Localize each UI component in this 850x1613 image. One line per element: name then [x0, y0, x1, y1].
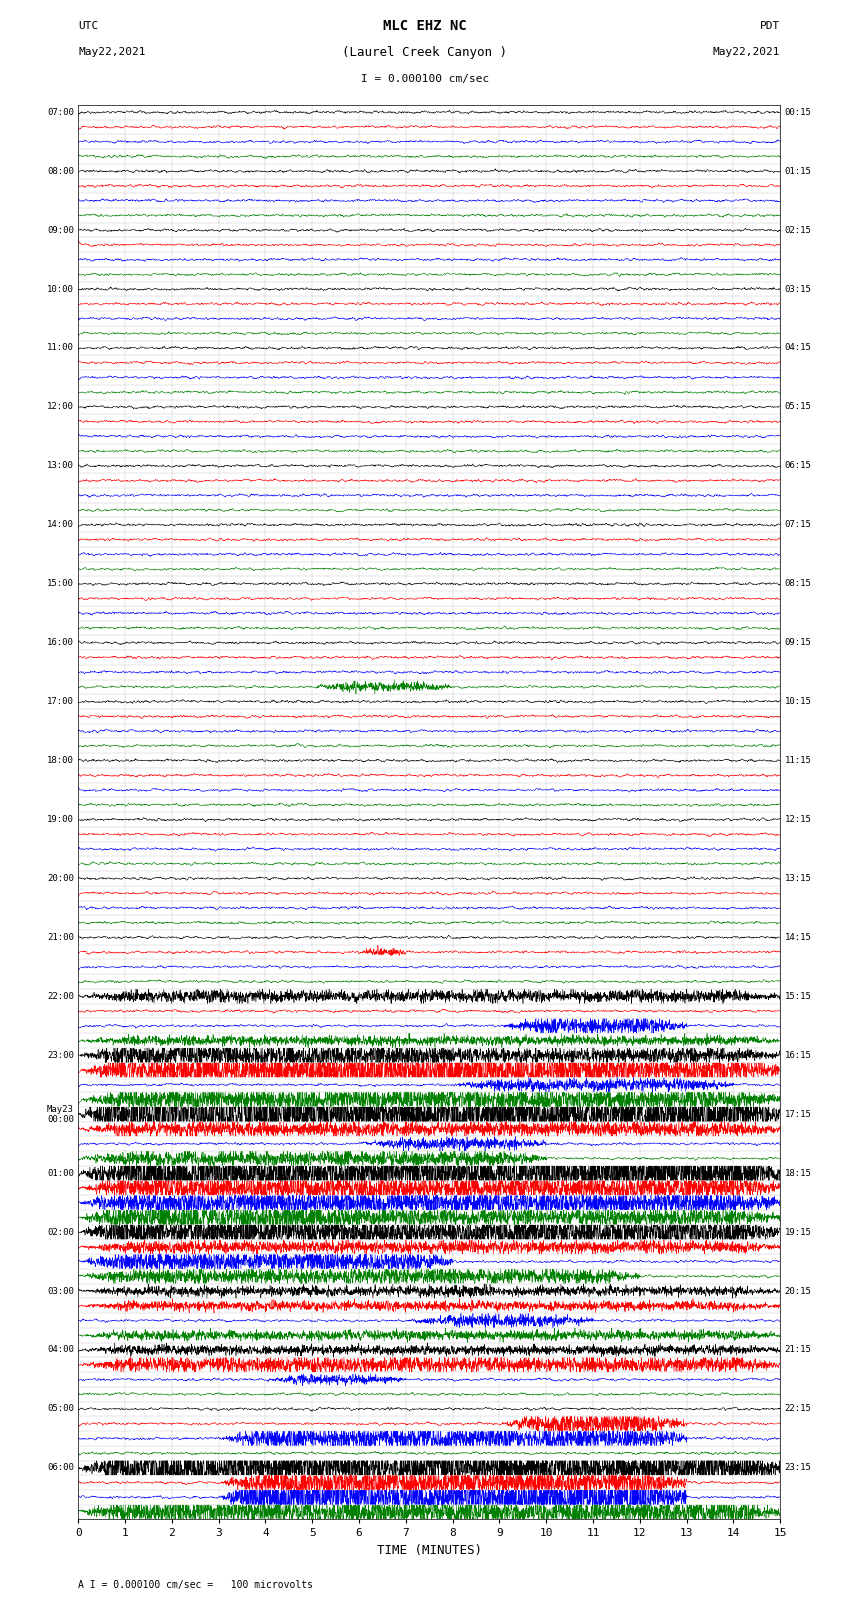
Text: I = 0.000100 cm/sec: I = 0.000100 cm/sec: [361, 74, 489, 84]
Text: 01:15: 01:15: [785, 166, 812, 176]
Text: 09:15: 09:15: [785, 639, 812, 647]
Text: 13:15: 13:15: [785, 874, 812, 882]
Text: 19:00: 19:00: [47, 815, 74, 824]
Text: 05:00: 05:00: [47, 1405, 74, 1413]
Text: 04:15: 04:15: [785, 344, 812, 353]
Text: May22,2021: May22,2021: [78, 47, 145, 58]
Text: 03:00: 03:00: [47, 1287, 74, 1295]
Text: 08:15: 08:15: [785, 579, 812, 589]
Text: 21:00: 21:00: [47, 932, 74, 942]
Text: 02:00: 02:00: [47, 1227, 74, 1237]
Text: 21:15: 21:15: [785, 1345, 812, 1355]
Text: 15:15: 15:15: [785, 992, 812, 1000]
Text: 06:15: 06:15: [785, 461, 812, 471]
Text: 23:00: 23:00: [47, 1050, 74, 1060]
X-axis label: TIME (MINUTES): TIME (MINUTES): [377, 1544, 482, 1557]
Text: 14:15: 14:15: [785, 932, 812, 942]
Text: 07:00: 07:00: [47, 108, 74, 116]
Text: 07:15: 07:15: [785, 521, 812, 529]
Text: 23:15: 23:15: [785, 1463, 812, 1473]
Text: 05:15: 05:15: [785, 402, 812, 411]
Text: PDT: PDT: [760, 21, 780, 31]
Text: 13:00: 13:00: [47, 461, 74, 471]
Text: 16:15: 16:15: [785, 1050, 812, 1060]
Text: (Laurel Creek Canyon ): (Laurel Creek Canyon ): [343, 45, 507, 60]
Text: 04:00: 04:00: [47, 1345, 74, 1355]
Text: 14:00: 14:00: [47, 521, 74, 529]
Text: 18:15: 18:15: [785, 1169, 812, 1177]
Text: 10:00: 10:00: [47, 284, 74, 294]
Text: 17:00: 17:00: [47, 697, 74, 706]
Text: 00:15: 00:15: [785, 108, 812, 116]
Text: A I = 0.000100 cm/sec =   100 microvolts: A I = 0.000100 cm/sec = 100 microvolts: [78, 1581, 313, 1590]
Text: MLC EHZ NC: MLC EHZ NC: [383, 19, 467, 34]
Text: 09:00: 09:00: [47, 226, 74, 234]
Text: 01:00: 01:00: [47, 1169, 74, 1177]
Text: 20:00: 20:00: [47, 874, 74, 882]
Text: UTC: UTC: [78, 21, 99, 31]
Text: 19:15: 19:15: [785, 1227, 812, 1237]
Text: 12:00: 12:00: [47, 402, 74, 411]
Text: 12:15: 12:15: [785, 815, 812, 824]
Text: 17:15: 17:15: [785, 1110, 812, 1119]
Text: 02:15: 02:15: [785, 226, 812, 234]
Text: 18:00: 18:00: [47, 756, 74, 765]
Text: 03:15: 03:15: [785, 284, 812, 294]
Text: May22,2021: May22,2021: [713, 47, 780, 58]
Text: 15:00: 15:00: [47, 579, 74, 589]
Text: 08:00: 08:00: [47, 166, 74, 176]
Text: 06:00: 06:00: [47, 1463, 74, 1473]
Text: 22:15: 22:15: [785, 1405, 812, 1413]
Text: May23
00:00: May23 00:00: [47, 1105, 74, 1124]
Text: 11:15: 11:15: [785, 756, 812, 765]
Text: 20:15: 20:15: [785, 1287, 812, 1295]
Text: 22:00: 22:00: [47, 992, 74, 1000]
Text: 10:15: 10:15: [785, 697, 812, 706]
Text: 11:00: 11:00: [47, 344, 74, 353]
Text: 16:00: 16:00: [47, 639, 74, 647]
